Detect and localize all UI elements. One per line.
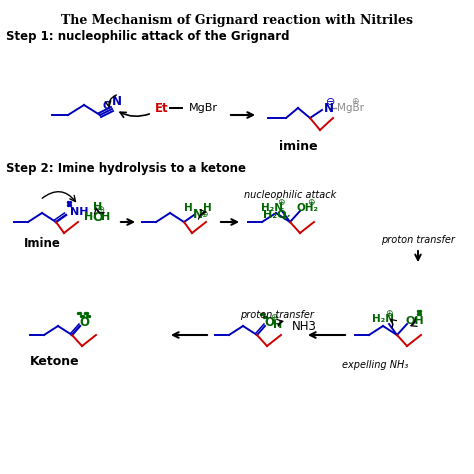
Text: ⊕: ⊕ xyxy=(277,198,285,207)
Text: NH3: NH3 xyxy=(292,320,317,334)
Text: proton transfer: proton transfer xyxy=(381,235,455,245)
Text: nucleophilic attack: nucleophilic attack xyxy=(244,190,336,200)
Text: N: N xyxy=(324,101,334,115)
Text: N: N xyxy=(193,208,203,220)
Text: ⊕: ⊕ xyxy=(307,198,315,207)
Text: H: H xyxy=(101,212,110,222)
Text: ⊕: ⊕ xyxy=(200,210,208,219)
Text: Ketone: Ketone xyxy=(30,355,80,368)
Text: ⊕: ⊕ xyxy=(270,312,278,321)
Text: Imine: Imine xyxy=(24,237,61,250)
Text: ⊕: ⊕ xyxy=(351,97,359,106)
Text: MgBr: MgBr xyxy=(337,103,364,113)
Text: H₂N: H₂N xyxy=(261,203,283,213)
Text: expelling NH₃: expelling NH₃ xyxy=(342,360,408,370)
Text: The Mechanism of Grignard reaction with Nitriles: The Mechanism of Grignard reaction with … xyxy=(61,14,413,27)
Text: H: H xyxy=(203,203,212,213)
Text: NH: NH xyxy=(70,207,89,217)
Text: Et: Et xyxy=(155,101,169,115)
Text: H: H xyxy=(93,202,103,212)
Text: ⊕: ⊕ xyxy=(96,205,104,215)
Text: OH₂: OH₂ xyxy=(297,203,319,213)
Text: Step 2: Imine hydrolysis to a ketone: Step 2: Imine hydrolysis to a ketone xyxy=(6,162,246,175)
Text: OH: OH xyxy=(406,316,424,326)
Text: N: N xyxy=(112,94,122,108)
Text: H₂Ö: H₂Ö xyxy=(263,210,287,220)
Text: C: C xyxy=(102,101,110,111)
Text: H: H xyxy=(184,203,193,213)
Text: O: O xyxy=(79,317,89,329)
Text: H₂N: H₂N xyxy=(372,314,394,324)
Text: ⊖: ⊖ xyxy=(326,97,336,107)
Text: ⊕: ⊕ xyxy=(385,309,393,318)
Text: H: H xyxy=(84,212,94,222)
Text: Step 1: nucleophilic attack of the Grignard: Step 1: nucleophilic attack of the Grign… xyxy=(6,30,290,43)
Text: O: O xyxy=(93,210,103,224)
Text: MgBr: MgBr xyxy=(189,103,218,113)
Text: H: H xyxy=(273,320,283,330)
Text: proton transfer: proton transfer xyxy=(240,310,314,320)
Text: O: O xyxy=(264,317,274,329)
Text: imine: imine xyxy=(279,140,317,153)
